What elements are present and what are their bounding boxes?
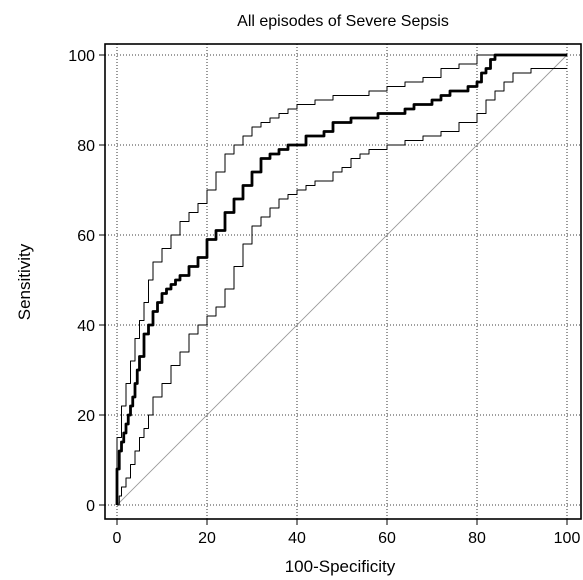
y-tick-label: 100 — [68, 48, 95, 65]
grid — [105, 44, 581, 519]
x-tick-label: 0 — [113, 530, 122, 547]
x-tick-label: 100 — [554, 530, 581, 547]
y-axis-label: Sensitivity — [15, 243, 34, 320]
x-tick-label: 60 — [378, 530, 396, 547]
x-axis-label: 100-Specificity — [285, 557, 396, 576]
y-tick-label: 80 — [77, 138, 95, 155]
lower-confidence-line — [117, 68, 567, 506]
y-tick-label: 0 — [86, 498, 95, 515]
axis-ticks: 0 20 40 60 80 100 0 20 40 60 80 100 — [68, 48, 580, 547]
x-tick-label: 40 — [288, 530, 306, 547]
plot-area — [115, 53, 568, 506]
reference-diagonal-line — [116, 54, 568, 506]
upper-confidence-line — [116, 54, 567, 505]
y-tick-label: 60 — [77, 228, 95, 245]
x-tick-label: 80 — [468, 530, 486, 547]
y-tick-label: 20 — [77, 408, 95, 425]
roc-curve-line — [115, 53, 567, 505]
chart-title: All episodes of Severe Sepsis — [237, 13, 449, 30]
plot-frame — [104, 43, 582, 520]
x-tick-label: 20 — [198, 530, 216, 547]
y-tick-label: 40 — [77, 318, 95, 335]
